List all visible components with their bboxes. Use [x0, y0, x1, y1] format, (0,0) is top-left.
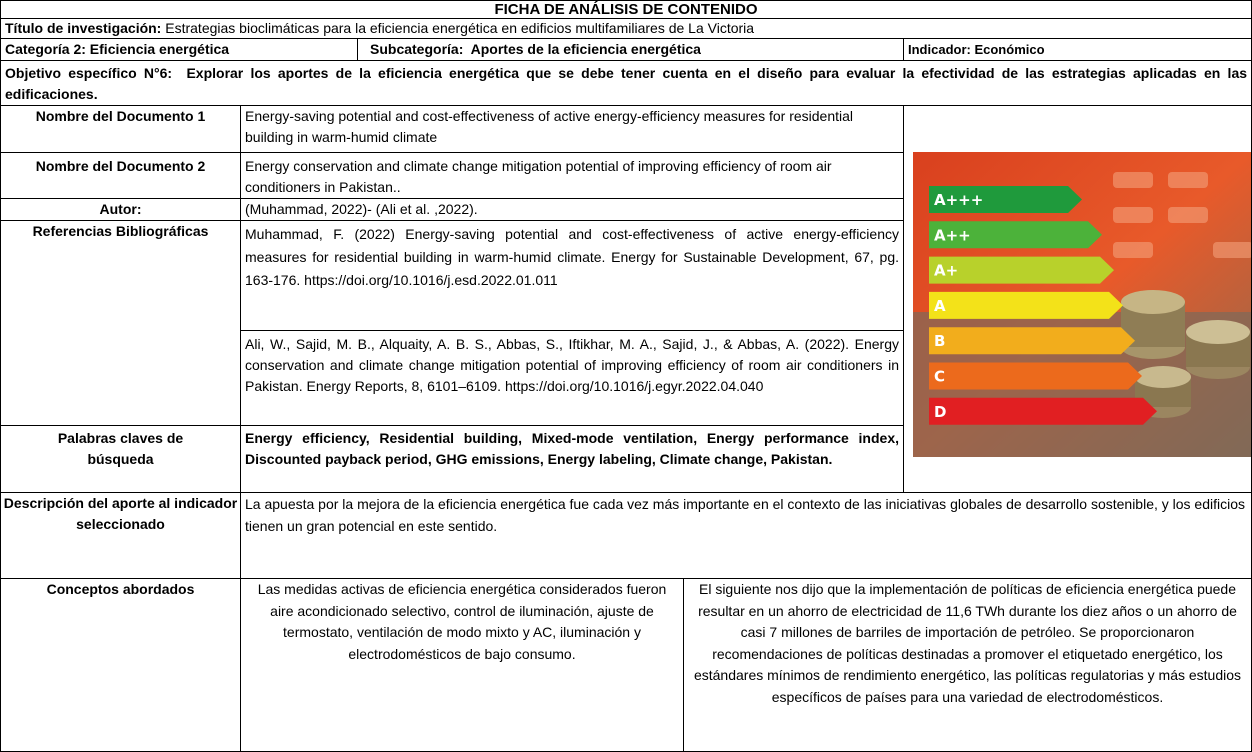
category: Categoría 2: Eficiencia energética: [0, 38, 358, 61]
energy-class: A+++: [934, 191, 983, 209]
energy-class: D: [934, 403, 946, 421]
label: Objetivo específico N°6:: [5, 65, 173, 81]
row-label: Nombre del Documento 2: [0, 152, 241, 199]
value: Económico: [974, 42, 1045, 57]
label: Título de investigación:: [5, 20, 162, 36]
reference: Ali, W., Sajid, M. B., Alquaity, A. B. S…: [240, 330, 904, 426]
row-value: Energy efficiency, Residential building,…: [240, 425, 904, 493]
energy-bar: [929, 327, 1135, 355]
subcategory: Subcategoría: Aportes de la eficiencia e…: [357, 38, 904, 61]
research-row: Título de investigación: Estrategias bio…: [0, 18, 1252, 39]
energy-class: A: [934, 297, 946, 315]
row-value: Energy-saving potential and cost-effecti…: [240, 105, 904, 153]
value: Estrategias bioclimáticas para la eficie…: [165, 20, 755, 36]
row-value: La apuesta por la mejora de la eficienci…: [240, 492, 1252, 579]
energy-bar: [929, 221, 1102, 249]
energy-bar: [929, 186, 1082, 213]
row-label: Descripción del aporte al indicador sele…: [0, 492, 241, 579]
energy-class: A++: [934, 226, 971, 244]
label: Indicador:: [908, 42, 971, 57]
row-label: Nombre del Documento 1: [0, 105, 241, 153]
energy-bar: [929, 256, 1114, 284]
row-label: Palabras claves de búsqueda: [0, 425, 241, 493]
objective: Objetivo específico N°6: Explorar los ap…: [0, 60, 1252, 106]
energy-bar: [929, 362, 1142, 390]
concept: Las medidas activas de eficiencia energé…: [240, 578, 684, 752]
calculator-keys: [1113, 172, 1251, 258]
value: Explorar los aportes de la eficiencia en…: [5, 65, 1248, 102]
concept: El siguiente nos dijo que la implementac…: [683, 578, 1252, 752]
row-value: (Muhammad, 2022)- (Ali et al. ,2022).: [240, 198, 904, 221]
row-label: Referencias Bibliográficas: [0, 220, 241, 426]
indicator: Indicador: Económico: [903, 38, 1252, 61]
row-label: Conceptos abordados: [0, 578, 241, 752]
sheet-title: FICHA DE ANÁLISIS DE CONTENIDO: [0, 0, 1252, 19]
energy-bar: [929, 397, 1157, 425]
energy-class: B: [934, 332, 945, 350]
energy-class: C: [934, 368, 945, 386]
energy-class: A+: [934, 262, 958, 280]
label: Subcategoría:: [370, 41, 464, 57]
reference: Muhammad, F. (2022) Energy-saving potent…: [240, 220, 904, 331]
image-cell: A+++ A++ A+ A B C D: [903, 105, 1252, 493]
energy-bar: [929, 291, 1123, 319]
coins: [1121, 290, 1250, 418]
row-value: Energy conservation and climate change m…: [240, 152, 904, 199]
row-label: Autor:: [0, 198, 241, 221]
value: Aportes de la eficiencia energética: [470, 41, 701, 57]
